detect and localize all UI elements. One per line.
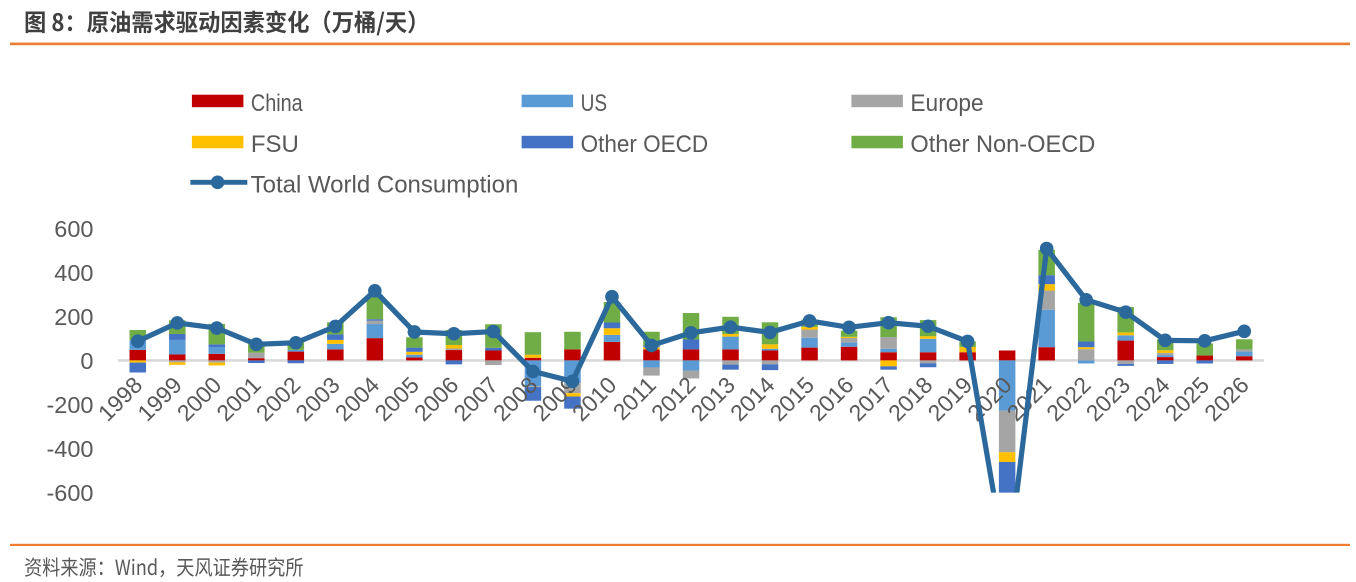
svg-text:-600: -600 <box>46 480 93 506</box>
svg-text:-400: -400 <box>46 436 93 462</box>
svg-text:0: 0 <box>80 348 93 374</box>
svg-text:200: 200 <box>54 304 93 330</box>
svg-text:Other Non-OECD: Other Non-OECD <box>910 131 1095 158</box>
svg-text:600: 600 <box>54 216 93 242</box>
svg-text:400: 400 <box>54 260 93 286</box>
svg-text:China: China <box>251 90 303 117</box>
svg-text:Total World Consumption: Total World Consumption <box>251 171 519 198</box>
svg-text:Other OECD: Other OECD <box>581 131 709 158</box>
svg-text:US: US <box>581 90 607 117</box>
svg-text:Europe: Europe <box>910 90 983 117</box>
svg-text:FSU: FSU <box>251 131 299 158</box>
svg-text:-200: -200 <box>46 392 93 418</box>
